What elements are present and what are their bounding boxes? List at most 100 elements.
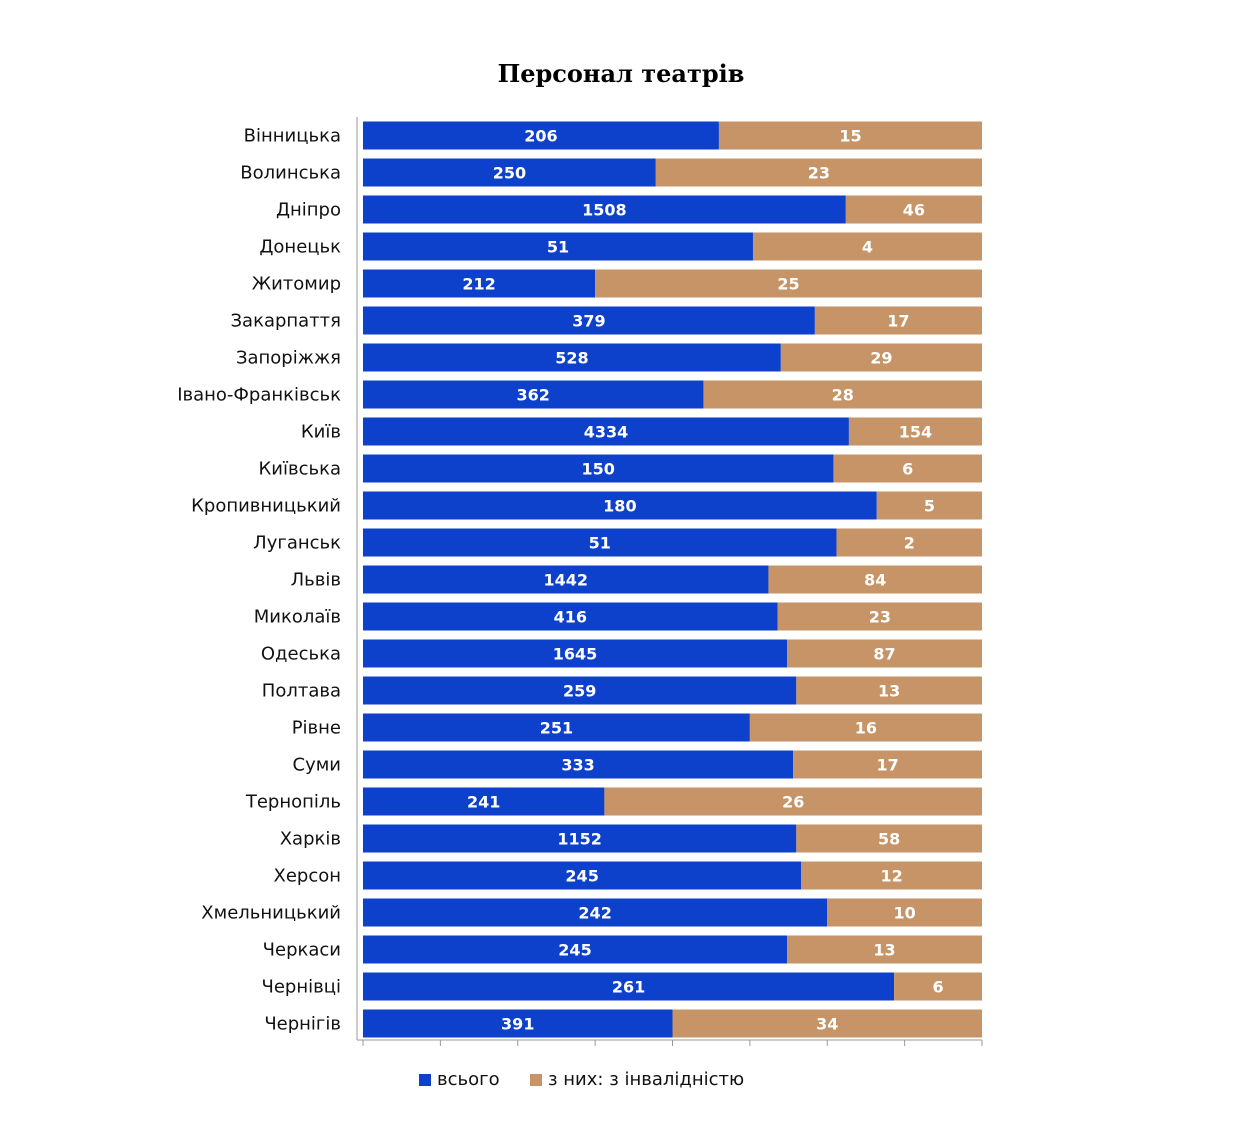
data-label-disabled: 2: [904, 534, 915, 553]
category-label: Київська: [259, 459, 342, 480]
data-label-disabled: 4: [862, 238, 873, 257]
data-label-disabled: 154: [899, 423, 932, 442]
data-label-total: 206: [524, 127, 557, 146]
bar-disabled: [876, 491, 982, 520]
bar-total: [363, 676, 797, 705]
bar-total: [363, 306, 815, 335]
bar-disabled: [604, 787, 982, 816]
data-label-disabled: 46: [903, 201, 925, 220]
data-label-total: 362: [517, 386, 550, 405]
category-label: Черкаси: [263, 940, 341, 961]
bar-disabled: [780, 343, 982, 372]
data-label-total: 180: [603, 497, 636, 516]
data-label-total: 51: [547, 238, 569, 257]
bar-disabled: [768, 565, 982, 594]
category-label: Тернопіль: [245, 792, 341, 813]
data-label-disabled: 23: [869, 608, 891, 627]
data-label-total: 241: [467, 793, 500, 812]
data-label-total: 261: [612, 978, 645, 997]
data-label-disabled: 13: [873, 941, 895, 960]
data-label-disabled: 34: [816, 1015, 838, 1034]
category-label: Херсон: [273, 866, 341, 887]
data-label-total: 250: [493, 164, 526, 183]
bar-total: [363, 824, 797, 853]
category-label: Івано-Франківськ: [177, 385, 341, 406]
bar-total: [363, 713, 750, 742]
bar-disabled: [595, 269, 982, 298]
category-label: Донецьк: [259, 237, 341, 258]
data-label-total: 212: [462, 275, 495, 294]
category-label: Вінницька: [244, 126, 341, 147]
bar-disabled: [796, 676, 982, 705]
data-label-disabled: 16: [855, 719, 877, 738]
data-label-disabled: 6: [932, 978, 943, 997]
data-label-disabled: 15: [839, 127, 861, 146]
bar-total: [363, 195, 846, 224]
bar-total: [363, 269, 596, 298]
data-label-disabled: 26: [782, 793, 804, 812]
data-label-total: 1508: [582, 201, 627, 220]
chart-title: Персонал театрів: [498, 59, 745, 88]
data-label-disabled: 6: [902, 460, 913, 479]
bar-disabled: [655, 158, 982, 187]
legend-swatch-disabled: [530, 1074, 542, 1086]
bar-total: [363, 639, 788, 668]
bar-total: [363, 935, 788, 964]
data-label-total: 242: [578, 904, 611, 923]
bar-total: [363, 121, 719, 150]
legend-label-total: всього: [437, 1069, 500, 1090]
category-label: Хмельницький: [201, 903, 341, 924]
data-label-disabled: 10: [893, 904, 915, 923]
category-label: Чернігів: [264, 1014, 341, 1035]
category-label: Рівне: [292, 718, 341, 739]
bar-total: [363, 528, 837, 557]
bar-disabled: [749, 713, 982, 742]
category-label: Дніпро: [276, 200, 341, 221]
bar-disabled: [796, 824, 982, 853]
category-label: Кропивницький: [191, 496, 341, 517]
data-label-disabled: 25: [777, 275, 799, 294]
bar-disabled: [672, 1009, 982, 1038]
data-label-disabled: 17: [876, 756, 898, 775]
bar-disabled: [833, 454, 982, 483]
legend-swatch-total: [419, 1074, 431, 1086]
x-axis: [356, 117, 983, 1046]
data-label-total: 51: [589, 534, 611, 553]
legend: всього з них: з інвалідністю: [419, 1069, 744, 1090]
category-label: Київ: [301, 422, 341, 443]
bar-total: [363, 787, 605, 816]
bar-total: [363, 158, 656, 187]
data-label-total: 1152: [557, 830, 602, 849]
data-label-disabled: 87: [873, 645, 895, 664]
category-label: Львів: [291, 570, 341, 591]
bar-disabled: [836, 528, 982, 557]
bar-total: [363, 602, 778, 631]
data-label-total: 245: [558, 941, 591, 960]
category-label: Волинська: [240, 163, 341, 184]
bar-total: [363, 898, 828, 927]
category-label: Житомир: [252, 274, 341, 295]
bar-disabled: [814, 306, 982, 335]
data-label-total: 416: [554, 608, 587, 627]
bar-total: [363, 750, 794, 779]
bar-total: [363, 972, 895, 1001]
bar-disabled: [703, 380, 982, 409]
bar-total: [363, 491, 877, 520]
bar-disabled: [793, 750, 982, 779]
data-label-disabled: 5: [924, 497, 935, 516]
data-label-disabled: 17: [887, 312, 909, 331]
bar-total: [363, 417, 849, 446]
bar-disabled: [787, 935, 982, 964]
bar-disabled: [801, 861, 982, 890]
data-label-total: 4334: [584, 423, 629, 442]
category-label: Закарпаття: [231, 311, 342, 332]
data-label-disabled: 58: [878, 830, 900, 849]
bar-total: [363, 343, 781, 372]
category-label: Харків: [280, 829, 341, 850]
data-label-disabled: 12: [880, 867, 902, 886]
bar-disabled: [894, 972, 982, 1001]
bar-total: [363, 565, 769, 594]
legend-label-disabled: з них: з інвалідністю: [548, 1069, 744, 1090]
bar-total: [363, 454, 834, 483]
